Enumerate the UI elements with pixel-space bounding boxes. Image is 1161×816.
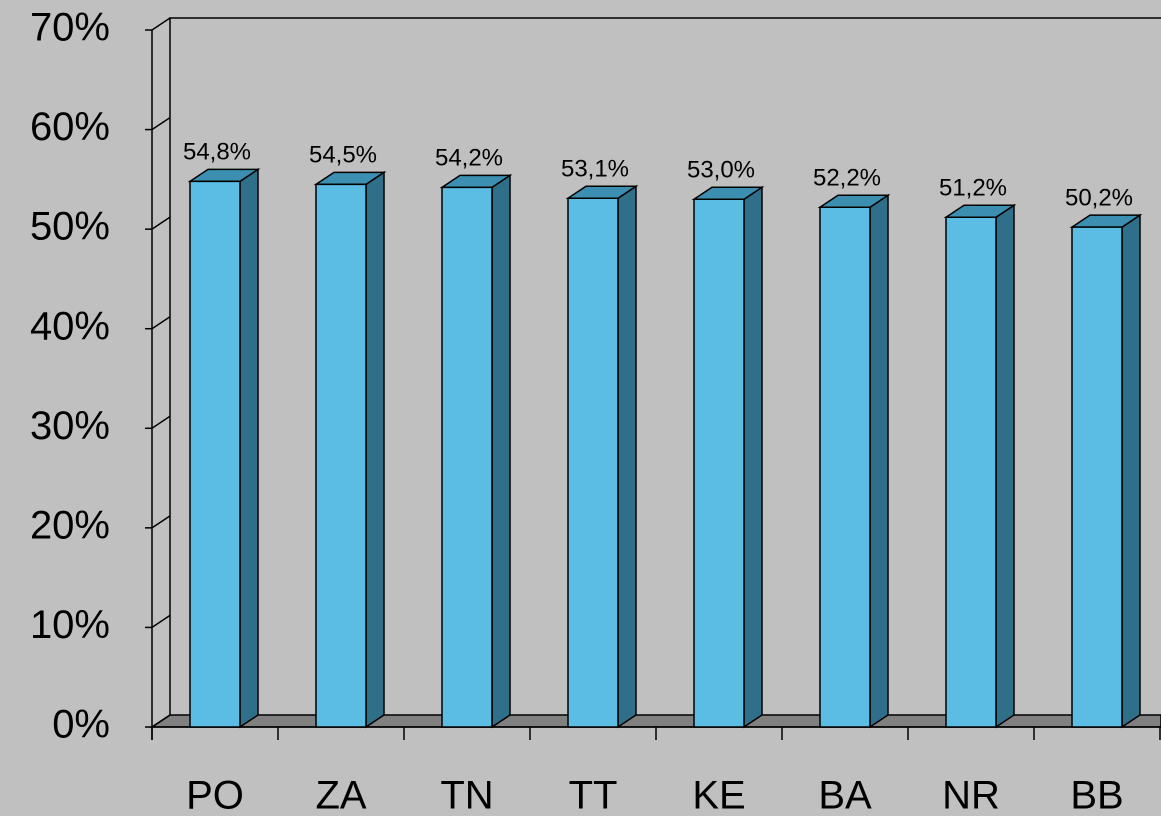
y-tick-depth [151, 614, 171, 629]
x-tick-label: BB [1070, 774, 1123, 816]
bar [1069, 213, 1143, 729]
bar [313, 170, 387, 729]
x-tick-label: NR [942, 774, 1000, 816]
y-tick-label: 30% [30, 404, 110, 448]
y-tick-depth [151, 316, 171, 330]
x-tick-label: PO [186, 774, 244, 816]
bar-side [365, 170, 385, 729]
bar-front [693, 198, 745, 728]
bar-front [441, 186, 493, 728]
bar-front [315, 183, 367, 728]
value-label: 53,1% [561, 156, 629, 183]
value-label: 54,8% [183, 139, 251, 166]
bar [817, 193, 891, 729]
bar-side [869, 193, 889, 729]
x-tick-label: ZA [315, 774, 366, 816]
y-tick-depth [151, 116, 171, 131]
x-tick-label: KE [692, 774, 745, 816]
bar [187, 167, 261, 729]
y-tick-label: 70% [30, 6, 110, 50]
y-tick-label: 40% [30, 304, 110, 348]
y-tick-depth [151, 415, 171, 429]
bar-side [1121, 213, 1141, 729]
bar-side [743, 185, 763, 729]
bar-side [617, 184, 637, 729]
bar-side [239, 167, 259, 729]
value-label: 53,0% [687, 157, 755, 184]
y-tick-depth [151, 515, 171, 529]
bar [691, 185, 765, 729]
value-label: 51,2% [939, 175, 1007, 202]
x-tick-label: BA [818, 774, 872, 816]
x-tick-label: TT [569, 774, 618, 816]
y-tick-label: 20% [30, 503, 110, 547]
y-tick-depth [151, 17, 171, 31]
value-label: 52,2% [813, 165, 881, 192]
y-tick-label: 0% [52, 703, 110, 747]
x-tick-label: TN [440, 774, 493, 816]
y-tick-label: 50% [30, 205, 110, 249]
bar-front [189, 180, 241, 728]
y-tick-depth [151, 714, 171, 728]
value-label: 54,2% [435, 145, 503, 172]
y-tick-label: 10% [30, 603, 110, 647]
bar-front [567, 197, 619, 728]
bar-front [1071, 226, 1123, 728]
bar-side [491, 173, 511, 729]
bar [943, 203, 1017, 729]
bar [439, 173, 513, 729]
y-tick-depth [151, 216, 171, 230]
bar [565, 184, 639, 729]
bar-side [995, 203, 1015, 729]
value-label: 50,2% [1065, 184, 1133, 211]
value-label: 54,5% [309, 142, 377, 169]
bar-front [945, 216, 997, 728]
bar-front [819, 206, 871, 728]
y-tick-label: 60% [30, 105, 110, 149]
